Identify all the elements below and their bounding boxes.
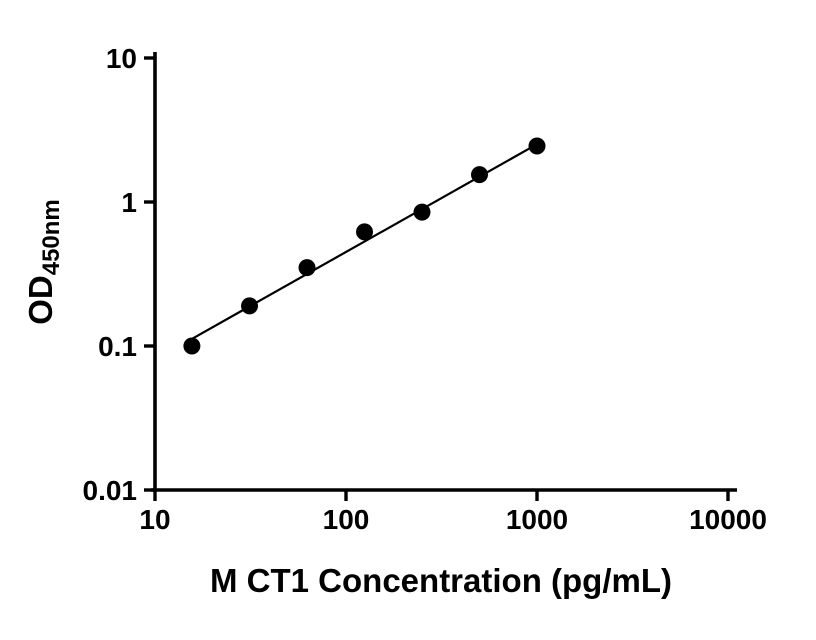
data-point	[356, 223, 374, 241]
y-axis-title-main: OD	[22, 275, 59, 325]
x-tick-label: 10	[139, 504, 170, 535]
y-tick-label: 0.01	[83, 475, 138, 506]
plot-layer	[183, 137, 546, 355]
data-point	[413, 203, 431, 221]
data-point	[298, 259, 316, 277]
x-tick-label: 1000	[506, 504, 568, 535]
y-tick-label: 0.1	[98, 331, 137, 362]
y-tick-label: 1	[121, 187, 137, 218]
x-tick-label: 10000	[689, 504, 767, 535]
data-point	[241, 297, 259, 315]
y-tick-label: 10	[106, 43, 137, 74]
axes-layer: 10 100 1000 10000 0.01 0.1 1 10	[83, 43, 767, 535]
data-point	[183, 337, 201, 355]
data-point	[528, 137, 546, 155]
x-axis-title: M CT1 Concentration (pg/mL)	[210, 562, 672, 599]
x-tick-label: 100	[323, 504, 370, 535]
y-axis-title-subscript: 450nm	[38, 199, 65, 275]
data-point	[471, 166, 489, 184]
y-axis-title: OD450nm	[22, 199, 65, 325]
